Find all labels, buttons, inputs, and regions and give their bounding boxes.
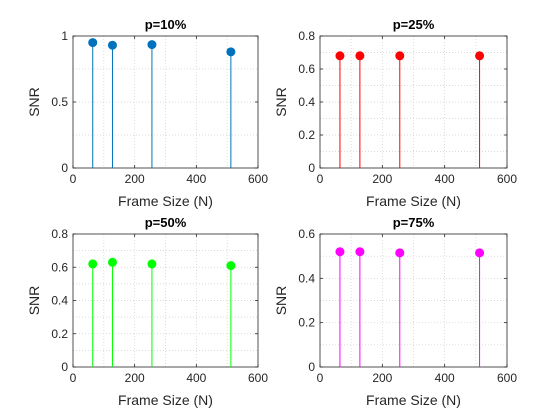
stem-marker — [107, 40, 117, 50]
x-tick-label: 0 — [317, 172, 324, 186]
y-axis-label: SNR — [26, 87, 42, 117]
stem-marker — [335, 247, 345, 257]
x-tick-label: 400 — [186, 371, 206, 385]
x-tick-label: 600 — [497, 172, 517, 186]
y-tick-label: 0.2 — [298, 316, 315, 330]
subplot-title: p=50% — [145, 215, 187, 230]
stem-marker — [395, 248, 405, 258]
stem-marker — [88, 259, 98, 269]
x-tick-label: 0 — [70, 172, 77, 186]
x-tick-label: 0 — [317, 371, 324, 385]
x-tick-label: 0 — [70, 371, 77, 385]
stem-marker — [226, 47, 236, 57]
y-tick-label: 0.8 — [298, 29, 315, 43]
y-tick-label: 0.4 — [298, 271, 315, 285]
y-tick-label: 0.2 — [298, 128, 315, 142]
subplot-title: p=25% — [393, 17, 435, 32]
subplot-p75: 0 200 400 600 0 0.2 0.4 0.6 p=75% Frame Size (N) S… — [273, 215, 517, 408]
y-tick-label: 1 — [61, 29, 68, 43]
x-tick-label: 600 — [497, 371, 517, 385]
y-axis-label: SNR — [273, 87, 289, 117]
stem-marker — [355, 51, 365, 61]
x-tick-label: 400 — [186, 172, 206, 186]
x-tick-label: 600 — [248, 371, 268, 385]
y-tick-label: 0.8 — [51, 227, 68, 241]
subplot-title: p=10% — [145, 17, 187, 32]
y-tick-label: 0 — [61, 161, 68, 175]
x-axis-label: Frame Size (N) — [118, 392, 213, 408]
stem-marker — [107, 257, 117, 267]
stem-marker — [395, 51, 405, 61]
y-tick-label: 0.6 — [298, 62, 315, 76]
subplot-p25: 0 200 400 600 0 0.2 0.4 0.6 0.8 p=25% Frame Size (… — [273, 17, 517, 209]
x-axis-label: Frame Size (N) — [366, 392, 461, 408]
y-axis-label: SNR — [273, 286, 289, 316]
x-tick-label: 200 — [125, 172, 145, 186]
y-tick-label: 0.2 — [51, 327, 68, 341]
y-tick-label: 0 — [61, 360, 68, 374]
x-axis-label: Frame Size (N) — [118, 193, 213, 209]
y-tick-label: 0.4 — [51, 294, 68, 308]
y-axis-label: SNR — [26, 286, 42, 316]
x-tick-label: 200 — [372, 172, 392, 186]
stem-marker — [226, 261, 236, 271]
axes-box — [319, 233, 508, 368]
y-tick-label: 0.4 — [298, 95, 315, 109]
y-tick-label: 0.5 — [51, 95, 68, 109]
stem-marker — [88, 38, 98, 48]
x-tick-label: 200 — [372, 371, 392, 385]
subplot-p10: 0 200 400 600 0 0.5 1 p=10% Frame Size (N) SNR — [26, 17, 268, 209]
stem-marker — [147, 40, 157, 50]
stem-marker — [355, 247, 365, 257]
x-tick-label: 400 — [435, 371, 455, 385]
x-tick-label: 400 — [435, 172, 455, 186]
y-tick-label: 0 — [308, 161, 315, 175]
y-tick-label: 0.6 — [298, 227, 315, 241]
stem-marker — [475, 248, 485, 258]
stem-marker — [335, 51, 345, 61]
stem-marker — [475, 51, 485, 61]
y-tick-label: 0 — [308, 360, 315, 374]
subplot-p50: 0 200 400 600 0 0.2 0.4 0.6 0.8 p=50% Frame Size (… — [26, 215, 268, 408]
x-tick-label: 200 — [125, 371, 145, 385]
stem-marker — [147, 259, 157, 269]
y-tick-label: 0.6 — [51, 260, 68, 274]
x-tick-label: 600 — [248, 172, 268, 186]
subplot-title: p=75% — [393, 215, 435, 230]
x-axis-label: Frame Size (N) — [366, 193, 461, 209]
